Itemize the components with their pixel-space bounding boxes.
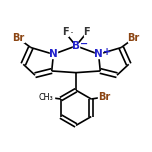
Text: F: F <box>84 28 90 38</box>
Text: ·: · <box>69 27 73 40</box>
Text: −: − <box>80 38 88 48</box>
Bar <box>73 43 79 49</box>
Bar <box>84 29 90 36</box>
Bar <box>38 94 54 101</box>
Bar <box>50 51 57 58</box>
Text: Br: Br <box>98 92 110 102</box>
Text: Br: Br <box>12 33 24 43</box>
Text: N: N <box>49 49 58 59</box>
Text: B: B <box>72 41 80 51</box>
Text: Br: Br <box>128 33 140 43</box>
Bar <box>13 35 24 42</box>
Bar <box>95 51 102 58</box>
Text: +: + <box>103 47 111 57</box>
Text: N: N <box>94 49 103 59</box>
Bar <box>98 94 109 101</box>
Bar <box>128 35 139 42</box>
Text: F: F <box>62 28 68 38</box>
Text: CH₃: CH₃ <box>38 93 53 102</box>
Bar <box>62 29 68 36</box>
